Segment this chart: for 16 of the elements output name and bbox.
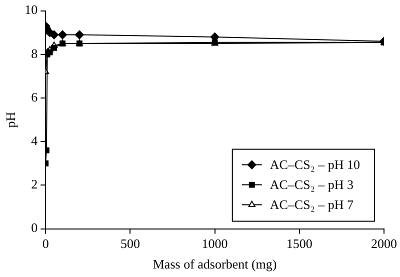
x-tick-label: 1500	[286, 236, 312, 252]
legend-label: AC–CS₂ – pH 7	[270, 197, 354, 212]
x-tick-label: 0	[42, 236, 49, 252]
y-tick-label: 10	[24, 2, 38, 18]
y-tick-label: 0	[31, 220, 38, 236]
x-tick-label: 500	[120, 236, 140, 252]
x-tick-label: 2000	[371, 236, 397, 252]
y-tick-label: 8	[31, 46, 38, 61]
y-tick-label: 2	[31, 176, 38, 192]
x-tick-label: 1000	[202, 236, 228, 252]
y-tick-label: 4	[31, 133, 38, 148]
legend-label: AC–CS₂ – pH 10	[270, 157, 360, 172]
legend-label: AC–CS₂ – pH 3	[270, 177, 354, 192]
y-axis-title: pH	[3, 112, 18, 128]
x-axis-title: Mass of adsorbent (mg)	[152, 256, 277, 272]
y-tick-label: 6	[31, 89, 38, 104]
